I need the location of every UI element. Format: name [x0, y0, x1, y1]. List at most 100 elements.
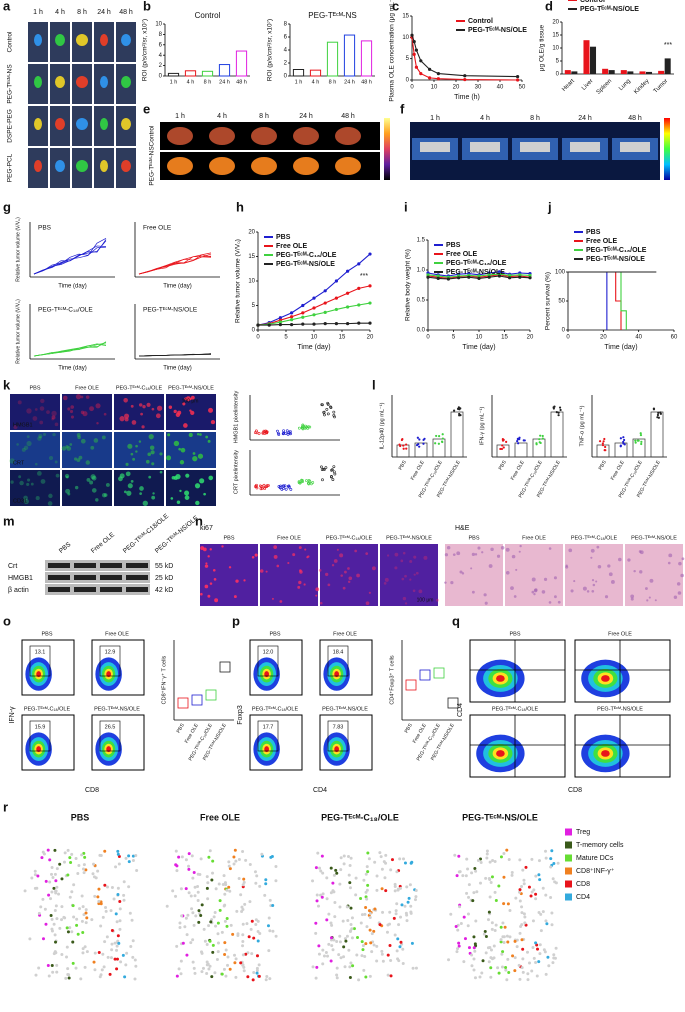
cell — [519, 544, 522, 548]
cell-dot — [314, 866, 318, 870]
stain — [38, 433, 43, 439]
cell-dot — [250, 952, 254, 956]
cell-dot — [110, 942, 114, 946]
cell — [548, 547, 552, 550]
cell-dot — [365, 925, 369, 929]
cell — [273, 545, 278, 549]
cell-dot — [74, 857, 78, 861]
stain — [175, 412, 181, 417]
cell-dot — [271, 904, 275, 908]
cell-dot — [250, 919, 254, 923]
cell-dot — [551, 961, 555, 965]
stain — [85, 395, 90, 399]
cell-dot — [187, 864, 191, 868]
cell — [511, 554, 516, 559]
cell — [554, 595, 557, 599]
cell-dot — [534, 941, 538, 945]
cell-dot — [346, 918, 350, 922]
y-tick-label: 6 — [159, 42, 163, 48]
cell — [470, 567, 473, 570]
dot — [557, 414, 560, 417]
cell-dot — [222, 967, 226, 971]
cell-dot — [196, 899, 200, 903]
cell — [318, 569, 322, 572]
cell-dot — [93, 951, 97, 955]
gate — [327, 645, 349, 677]
cell-dot — [474, 919, 478, 923]
cell-dot — [226, 963, 230, 967]
stain — [127, 443, 133, 449]
y-tick-label: 15 — [552, 33, 559, 39]
cell — [204, 584, 209, 589]
x-tick-label: 60 — [671, 335, 678, 341]
cell-dot — [500, 965, 504, 969]
cell-dot — [52, 886, 56, 890]
cell — [304, 548, 307, 551]
stain — [64, 473, 70, 479]
cell-dot — [488, 945, 492, 949]
cell-dot — [207, 924, 211, 928]
cell-dot — [365, 897, 369, 901]
image — [10, 470, 60, 506]
x-tick-label: 15 — [501, 335, 508, 341]
stain — [166, 455, 172, 461]
label: 24 h — [97, 9, 111, 16]
dot — [333, 472, 337, 476]
subplot-title: PEG-Tᴱᶜᴹ-C₁₈/OLE — [252, 705, 299, 712]
dot — [259, 487, 263, 491]
cell-dot — [255, 966, 259, 970]
cell-dot — [329, 866, 333, 870]
cell-dot — [225, 888, 229, 892]
cell-dot — [465, 891, 469, 895]
cell-dot — [37, 911, 41, 915]
cell-dot — [97, 899, 101, 903]
band — [48, 587, 70, 592]
cell-dot — [414, 889, 418, 893]
cell-dot — [480, 971, 484, 975]
subplot-title: PEG-Tᴱᶜᴹ-C₁₈/OLE — [38, 307, 93, 314]
cell-dot — [370, 932, 374, 936]
cell-dot — [457, 944, 461, 948]
cell-dot — [472, 935, 476, 939]
band — [48, 563, 70, 568]
band — [74, 575, 96, 580]
cell-dot — [115, 957, 119, 961]
cell-dot — [70, 930, 74, 934]
cell-dot — [493, 890, 497, 894]
cell-dot — [360, 954, 364, 958]
cell-dot — [479, 861, 483, 865]
band-size: 25 kD — [155, 575, 173, 582]
dot — [559, 408, 562, 412]
cell-dot — [210, 878, 214, 882]
cell-dot — [384, 861, 388, 865]
cell-dot — [522, 912, 526, 916]
cell-dot — [222, 874, 226, 878]
cell-dot — [210, 975, 214, 979]
dot — [261, 431, 265, 435]
cell — [315, 587, 320, 592]
subplot-title: PEG-Tᴱᶜᴹ-NS/OLE — [322, 705, 368, 712]
stain — [39, 420, 44, 425]
column-label: PEG-Tᴱᶜᴹ-NS/OLE — [386, 534, 432, 541]
cell-dot — [234, 957, 238, 961]
cell-dot — [404, 911, 408, 915]
dot — [622, 442, 625, 445]
dot — [263, 485, 267, 489]
cell-dot — [494, 899, 498, 903]
label: 8 h — [259, 113, 269, 120]
cell — [209, 582, 213, 585]
series-line — [568, 271, 622, 330]
chart-title: Control — [195, 11, 221, 20]
cell-dot — [472, 891, 476, 895]
image — [420, 142, 450, 152]
cell-dot — [54, 904, 58, 908]
bar — [658, 70, 665, 74]
cell-dot — [211, 950, 215, 954]
dot — [659, 411, 662, 414]
cell — [325, 572, 329, 577]
panel-letter: k — [3, 377, 11, 392]
cell-dot — [311, 879, 315, 883]
stain — [152, 492, 155, 495]
cell-dot — [462, 960, 466, 964]
